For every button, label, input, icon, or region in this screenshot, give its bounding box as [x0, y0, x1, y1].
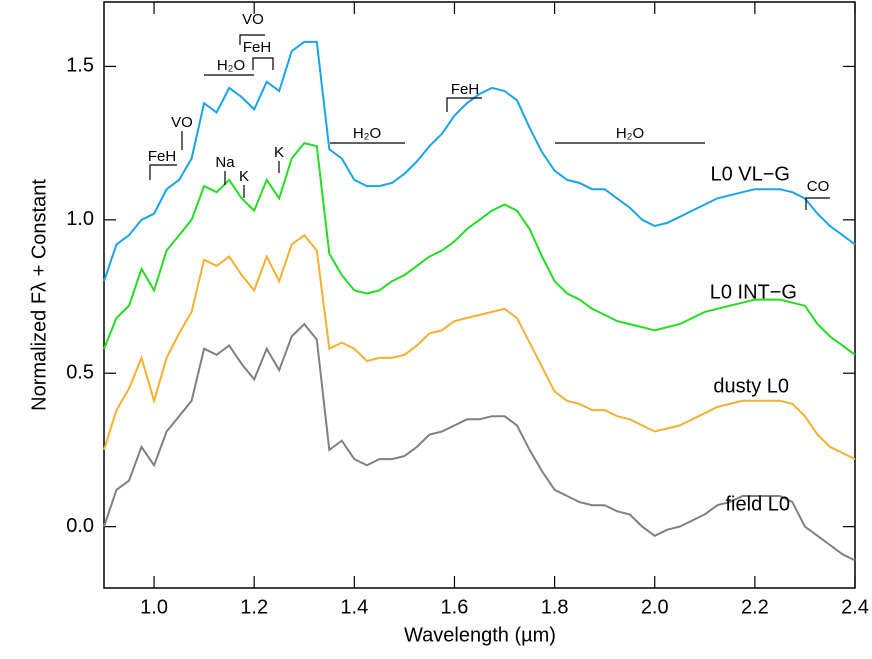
- spectrum-line: [103, 141, 856, 356]
- feature-label: CO: [807, 178, 830, 195]
- y-tick-label: 1.0: [66, 208, 94, 230]
- x-axis-label: Wavelength (µm): [404, 624, 556, 646]
- x-tick-label: 2.4: [841, 596, 869, 618]
- series-label: L0 INT−G: [710, 281, 797, 303]
- spectrum-line: [103, 322, 856, 562]
- feature-bracket: [149, 164, 177, 180]
- series-label: L0 VL−G: [710, 163, 790, 185]
- feature-label: K: [239, 168, 249, 185]
- feature-label: Na: [215, 154, 235, 171]
- feature-label: H₂O: [217, 57, 245, 74]
- x-tick-label: 1.6: [441, 596, 469, 618]
- series-label: field L0: [726, 493, 791, 515]
- x-tick-label: 1.0: [140, 596, 168, 618]
- feature-bracket: [252, 57, 274, 70]
- feature-bracket: [239, 34, 265, 45]
- feature-bracket: [446, 97, 482, 112]
- series-label: dusty L0: [713, 375, 789, 397]
- x-tick-label: 2.0: [641, 596, 669, 618]
- plot-frame: [103, 1, 856, 589]
- y-axis-label: Normalized Fλ + Constant: [28, 179, 50, 411]
- feature-label: FeH: [243, 39, 271, 56]
- feature-label: VO: [171, 114, 193, 131]
- feature-label: FeH: [148, 148, 176, 165]
- feature-label: FeH: [451, 81, 479, 98]
- spectrum-line: [103, 40, 856, 282]
- x-tick-label: 1.8: [541, 596, 569, 618]
- x-tick-label: 1.4: [340, 596, 368, 618]
- feature-label: K: [274, 144, 284, 161]
- x-tick-label: 2.2: [741, 596, 769, 618]
- y-tick-label: 0.0: [66, 515, 94, 537]
- spectrum-line: [103, 233, 856, 460]
- y-tick-label: 0.5: [66, 362, 94, 384]
- feature-label: VO: [242, 11, 264, 28]
- feature-label: H₂O: [616, 125, 644, 142]
- y-tick-label: 1.5: [66, 55, 94, 77]
- x-tick-label: 1.2: [240, 596, 268, 618]
- feature-label: H₂O: [353, 125, 381, 142]
- feature-bracket: [805, 197, 830, 210]
